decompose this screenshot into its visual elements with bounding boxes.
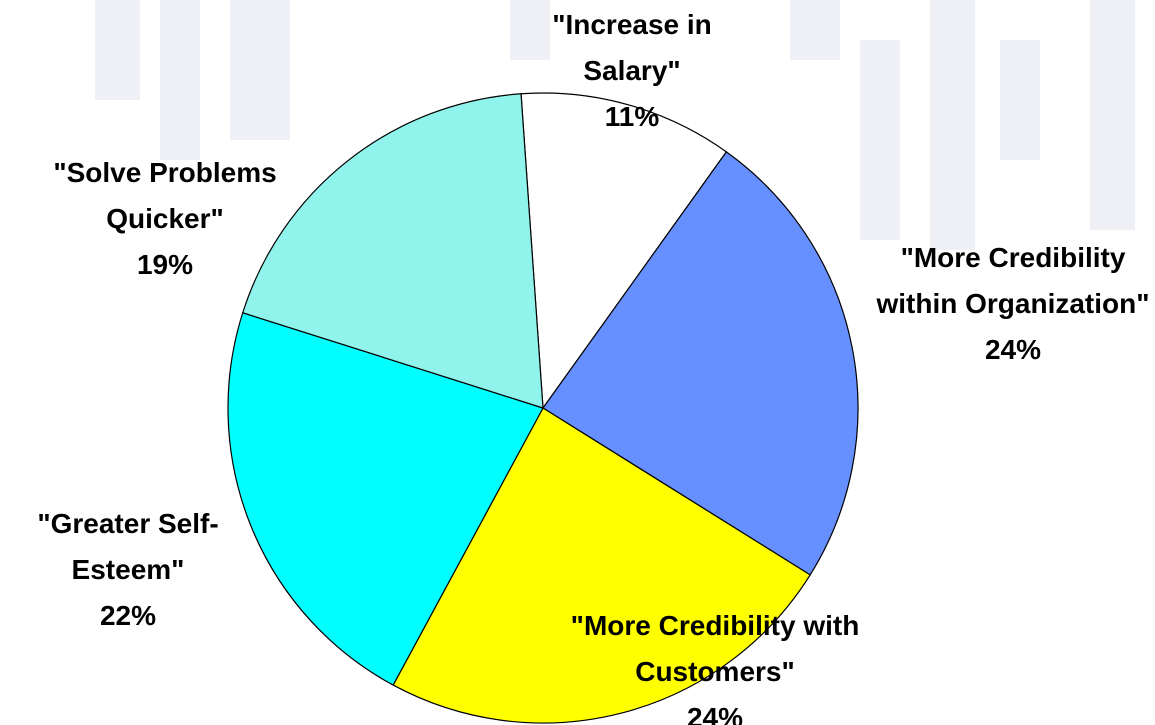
pie-slice [227,311,544,686]
pie-slice [520,92,728,410]
pie-slice [542,151,859,576]
percent-label: 19% [136,249,194,280]
percent-label: 24% [686,702,744,725]
percent-label: 22% [99,600,157,631]
percent-label: 24% [984,334,1042,365]
slice-label: "More Credibility with Customers" 24% [560,603,870,725]
category-label: "Greater Self-Esteem" [37,508,219,585]
percent-label: 11% [604,101,660,132]
background-decoration [95,0,1135,250]
slice-label: "Increase in Salary" 11% [522,2,742,140]
category-label: "Solve Problems Quicker" [53,157,277,234]
category-label: "More Credibility with Customers" [570,610,860,687]
slice-label: "Greater Self-Esteem" 22% [8,501,248,639]
category-label: "More Credibility within Organization" [876,242,1150,319]
slice-label: "More Credibility within Organization" 24… [863,235,1155,373]
slice-label: "Solve Problems Quicker" 19% [15,150,315,288]
category-label: "Increase in Salary" [552,9,712,86]
pie-slice [392,407,811,724]
pie-slice [241,93,544,409]
